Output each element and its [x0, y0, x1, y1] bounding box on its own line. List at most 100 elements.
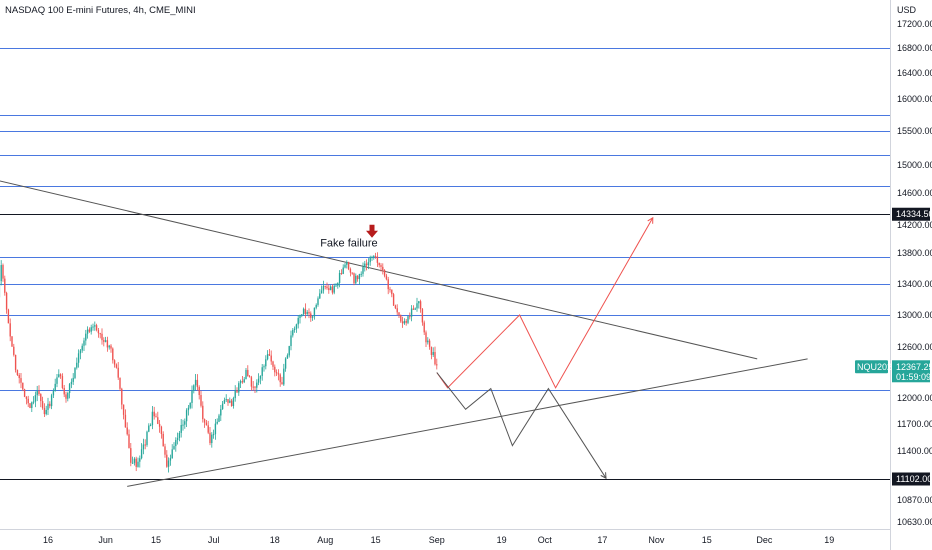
y-tick-label: 13800.00 — [897, 248, 932, 258]
candle-body-201 — [351, 272, 353, 274]
symbol-badge — [855, 360, 888, 374]
candle-body-38 — [58, 374, 60, 378]
trendline-0 — [0, 180, 758, 360]
candle-body-237 — [416, 303, 418, 309]
candle-body-151 — [261, 367, 263, 376]
y-tick-label: 16400.00 — [897, 68, 932, 78]
candle-body-130 — [223, 400, 226, 404]
candle-body-228 — [400, 315, 402, 322]
candle-body-48 — [76, 362, 78, 368]
candle-body-178 — [310, 313, 312, 318]
candle-body-75 — [124, 414, 127, 428]
candle-body-105 — [178, 432, 181, 438]
x-tick-label: Jun — [98, 535, 113, 545]
candle-body-106 — [180, 425, 182, 433]
candle-body-143 — [247, 369, 249, 377]
y-axis[interactable]: 17200.00 16800.00 16400.00 16000.00 15500.00… — [897, 19, 932, 527]
candle-body-23 — [31, 402, 33, 408]
x-axis[interactable]: 16 Jun 15 Jul 18 Aug 15 Sep 19 Oct 17 Nov 15 Dec 19 — [43, 535, 834, 545]
candle-body-95 — [160, 426, 163, 434]
candle-body-149 — [257, 378, 260, 383]
candle-body-203 — [355, 275, 357, 284]
trendlines — [0, 180, 808, 487]
candle-body-116 — [198, 387, 200, 396]
candle-body-114 — [194, 379, 197, 386]
candle-body-155 — [268, 354, 271, 356]
candle-body-47 — [74, 367, 76, 378]
candle-body-232 — [407, 316, 409, 323]
candle-body-195 — [340, 273, 343, 275]
annotation-label: Fake failure — [320, 238, 377, 250]
candle-body-219 — [383, 269, 386, 276]
candle-body-187 — [326, 286, 328, 289]
y-tick-label: 14600.00 — [897, 188, 932, 198]
price-badge-value: 14334.50 — [896, 209, 932, 219]
candle-body-163 — [283, 368, 285, 385]
candle-body-224 — [392, 294, 395, 306]
candle-body-102 — [173, 446, 175, 450]
candle-body-12 — [11, 336, 13, 347]
candle-body-20 — [25, 396, 28, 399]
candle-body-85 — [142, 444, 145, 450]
candle-body-32 — [47, 403, 49, 410]
candle-body-196 — [342, 267, 344, 274]
candle-body-230 — [403, 320, 406, 324]
candle-body-109 — [185, 410, 188, 422]
x-tick-label: Aug — [317, 535, 333, 545]
candle-body-169 — [293, 328, 296, 330]
price-badge-1 — [892, 472, 930, 486]
candle-body-229 — [401, 321, 404, 324]
candle-body-100 — [169, 458, 172, 461]
candle-body-220 — [385, 275, 388, 280]
countdown-value: 01:59:09 — [896, 372, 931, 382]
candle-body-60 — [97, 330, 100, 334]
candle-body-161 — [279, 374, 281, 383]
candle-body-234 — [410, 308, 413, 317]
y-tick-label: 16800.00 — [897, 43, 932, 53]
candle-body-241 — [423, 322, 425, 333]
candle-body-82 — [137, 461, 139, 467]
price-badge-value: 11102.00 — [896, 474, 932, 484]
candle-body-89 — [149, 425, 152, 427]
candle-body-71 — [117, 367, 119, 378]
candle-body-193 — [337, 282, 339, 286]
candle-body-14 — [14, 354, 17, 370]
projection-paths — [436, 216, 654, 480]
projection-path-1 — [436, 372, 607, 479]
candle-body-84 — [140, 449, 143, 459]
y-tick-label: 16000.00 — [897, 94, 932, 104]
candle-body-22 — [29, 403, 31, 408]
candle-body-119 — [203, 419, 206, 423]
candle-body-21 — [27, 398, 29, 404]
candle-body-173 — [301, 314, 303, 316]
candle-body-80 — [133, 458, 136, 463]
candle-body-207 — [362, 266, 364, 274]
candle-body-44 — [68, 384, 71, 393]
candle-body-111 — [189, 402, 191, 408]
candle-body-55 — [88, 329, 91, 332]
candle-body-115 — [196, 379, 199, 388]
candle-body-97 — [164, 446, 166, 455]
candle-body-226 — [396, 308, 398, 313]
candle-body-136 — [234, 390, 236, 399]
candle-body-17 — [20, 378, 22, 383]
candle-body-138 — [238, 383, 240, 393]
y-tick-label: 11400.00 — [897, 446, 932, 456]
x-tick-label: 19 — [824, 535, 834, 545]
y-tick-label: 14200.00 — [897, 220, 932, 230]
candle-body-227 — [398, 312, 400, 316]
candle-body-46 — [72, 377, 74, 382]
annotations-layer: Fake failure — [320, 224, 378, 250]
candle-body-246 — [432, 352, 434, 355]
candle-body-103 — [175, 440, 177, 447]
trendline-1 — [127, 358, 808, 487]
candle-body-56 — [90, 327, 92, 332]
candle-body-192 — [335, 285, 337, 287]
candle-body-175 — [304, 308, 307, 315]
candle-body-197 — [344, 264, 346, 268]
candle-body-154 — [266, 354, 269, 360]
candle-body-129 — [221, 403, 224, 410]
candle-body-11 — [9, 323, 11, 337]
candle-body-204 — [356, 275, 359, 280]
